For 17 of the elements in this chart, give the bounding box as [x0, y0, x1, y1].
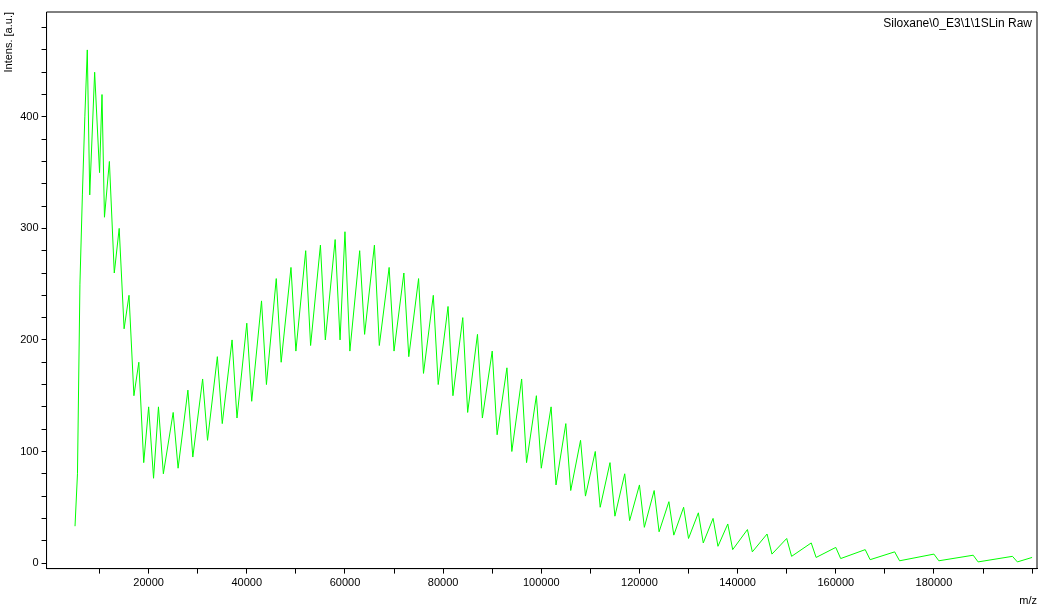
x-tick-label: 160000: [817, 576, 855, 589]
x-tick-label: 20000: [133, 576, 164, 589]
x-tick-label: 80000: [427, 576, 459, 589]
y-tick-label: 100: [20, 444, 39, 457]
x-tick-label: 120000: [621, 576, 658, 589]
chart-title: Siloxane\0_E3\1\1SLin Raw: [883, 16, 1033, 31]
y-tick-label: 400: [20, 109, 39, 122]
x-tick-label: 180000: [915, 576, 953, 589]
x-axis-title: m/z: [1019, 594, 1037, 607]
x-tick-label: 140000: [719, 576, 756, 589]
y-tick-label: 0: [32, 556, 39, 569]
x-tick-label: 100000: [522, 576, 560, 589]
y-axis-title: Intens. [a.u.]: [1, 12, 14, 73]
y-tick-label: 200: [20, 332, 39, 345]
x-tick-label: 60000: [329, 576, 361, 589]
y-tick-label: 300: [20, 221, 39, 234]
x-tick-label: 40000: [231, 576, 263, 589]
